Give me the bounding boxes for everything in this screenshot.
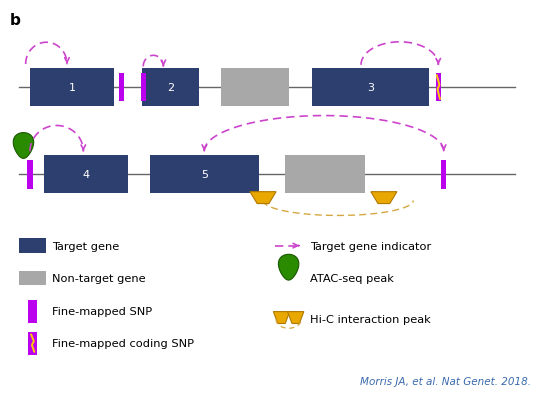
Text: 4: 4 [82,170,89,180]
Polygon shape [288,312,304,324]
Text: 3: 3 [367,83,374,93]
Bar [140,73,146,102]
Text: Target gene: Target gene [52,241,119,251]
Bar [119,73,124,102]
Polygon shape [273,312,290,324]
Text: Target gene indicator: Target gene indicator [310,241,432,251]
Bar [28,160,32,189]
Text: Hi-C interaction peak: Hi-C interaction peak [310,314,431,324]
Text: Non-target gene: Non-target gene [52,273,145,284]
Bar [141,69,199,107]
Text: b: b [9,13,20,28]
Polygon shape [250,192,276,204]
Polygon shape [278,255,299,280]
Bar [221,69,289,107]
Bar [19,271,46,286]
Bar [441,160,447,189]
Polygon shape [13,133,34,159]
Text: Fine-mapped SNP: Fine-mapped SNP [52,306,152,316]
Bar [312,69,429,107]
Text: Morris JA, et al. Nat Genet. 2018.: Morris JA, et al. Nat Genet. 2018. [360,377,531,387]
Bar [30,69,114,107]
Text: 5: 5 [201,170,208,180]
Bar [285,156,365,194]
Bar [29,300,37,323]
Bar [29,332,37,355]
Text: ATAC-seq peak: ATAC-seq peak [310,273,394,284]
Text: 1: 1 [69,83,76,93]
Bar [19,239,46,253]
Text: 2: 2 [167,83,174,93]
Bar [436,73,441,102]
Bar [43,156,128,194]
Polygon shape [371,192,397,204]
Bar [150,156,258,194]
Text: Fine-mapped coding SNP: Fine-mapped coding SNP [52,338,194,348]
